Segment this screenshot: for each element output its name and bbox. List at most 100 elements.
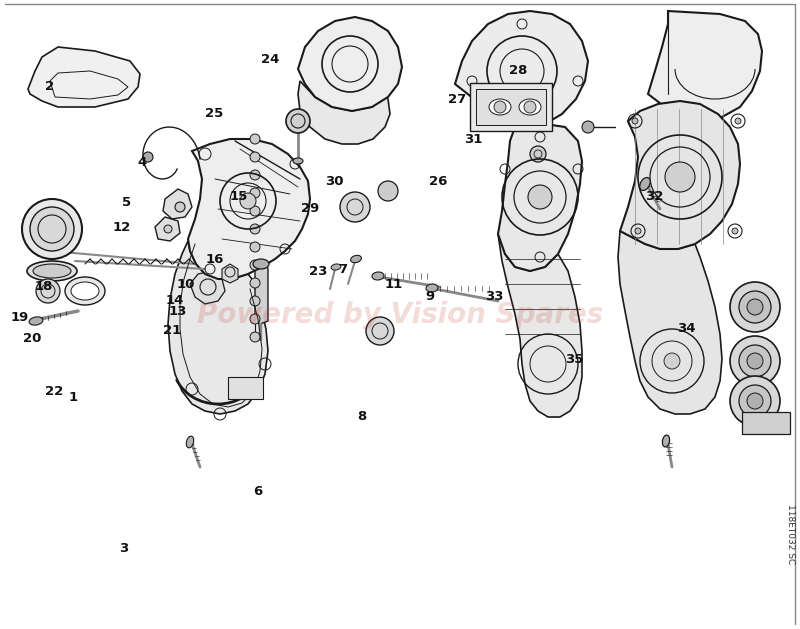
Circle shape xyxy=(378,181,398,201)
Circle shape xyxy=(739,345,771,377)
Circle shape xyxy=(632,118,638,124)
Ellipse shape xyxy=(640,177,650,191)
Text: 1: 1 xyxy=(69,391,78,404)
Ellipse shape xyxy=(426,284,438,292)
Circle shape xyxy=(250,242,260,252)
Text: 4: 4 xyxy=(138,156,147,169)
Polygon shape xyxy=(255,257,268,324)
Text: 13: 13 xyxy=(169,305,186,318)
Circle shape xyxy=(250,188,260,198)
Ellipse shape xyxy=(293,158,303,164)
Circle shape xyxy=(730,282,780,332)
Text: 26: 26 xyxy=(430,175,447,187)
Text: 8: 8 xyxy=(357,410,366,423)
Text: 2: 2 xyxy=(45,81,54,93)
Text: 6: 6 xyxy=(253,486,262,498)
Circle shape xyxy=(747,353,763,369)
Text: 33: 33 xyxy=(485,291,504,303)
Circle shape xyxy=(524,101,536,113)
Text: 28: 28 xyxy=(510,64,527,77)
Text: 5: 5 xyxy=(122,196,131,209)
Text: 29: 29 xyxy=(302,203,319,215)
Bar xyxy=(476,89,546,125)
Circle shape xyxy=(739,291,771,323)
Text: 3: 3 xyxy=(119,542,129,555)
Circle shape xyxy=(250,170,260,180)
Circle shape xyxy=(530,146,546,162)
Polygon shape xyxy=(155,217,180,241)
Text: 15: 15 xyxy=(230,190,247,203)
Circle shape xyxy=(250,152,260,162)
Ellipse shape xyxy=(331,264,341,270)
Circle shape xyxy=(286,109,310,133)
Circle shape xyxy=(143,152,153,162)
Polygon shape xyxy=(298,81,390,144)
Circle shape xyxy=(665,162,695,192)
Text: 35: 35 xyxy=(566,353,583,366)
Circle shape xyxy=(366,317,394,345)
Text: 12: 12 xyxy=(113,221,130,234)
Text: 27: 27 xyxy=(449,93,466,106)
Bar xyxy=(742,412,790,434)
Text: 16: 16 xyxy=(206,253,223,265)
Circle shape xyxy=(175,202,185,212)
Polygon shape xyxy=(168,241,268,414)
Circle shape xyxy=(250,314,260,324)
Circle shape xyxy=(528,185,552,209)
Text: 23: 23 xyxy=(310,265,327,278)
Circle shape xyxy=(250,206,260,216)
Circle shape xyxy=(582,121,594,133)
Polygon shape xyxy=(648,11,762,121)
Bar xyxy=(228,377,263,399)
Polygon shape xyxy=(620,101,740,249)
Ellipse shape xyxy=(186,436,194,448)
Ellipse shape xyxy=(519,99,541,115)
Text: 14: 14 xyxy=(166,294,183,307)
Circle shape xyxy=(164,225,172,233)
Text: 118ET032 SC: 118ET032 SC xyxy=(786,504,794,564)
Circle shape xyxy=(735,118,741,124)
Circle shape xyxy=(730,376,780,426)
Text: 19: 19 xyxy=(11,311,29,324)
Text: 22: 22 xyxy=(46,385,63,398)
Circle shape xyxy=(494,101,506,113)
Polygon shape xyxy=(28,47,140,107)
Bar xyxy=(470,83,552,131)
Polygon shape xyxy=(190,271,225,304)
Polygon shape xyxy=(498,124,582,271)
Text: 30: 30 xyxy=(325,175,344,187)
Circle shape xyxy=(732,228,738,234)
Circle shape xyxy=(747,393,763,409)
Ellipse shape xyxy=(65,277,105,305)
Polygon shape xyxy=(188,139,310,279)
Text: 18: 18 xyxy=(35,280,53,292)
Polygon shape xyxy=(498,234,582,417)
Ellipse shape xyxy=(27,261,77,281)
Text: 9: 9 xyxy=(426,291,435,303)
Text: 21: 21 xyxy=(163,324,181,337)
Ellipse shape xyxy=(350,255,362,263)
Polygon shape xyxy=(163,189,192,219)
Text: 24: 24 xyxy=(262,53,279,66)
Circle shape xyxy=(22,199,82,259)
Circle shape xyxy=(36,279,60,303)
Circle shape xyxy=(250,296,260,306)
Text: Powered by Vision Spares: Powered by Vision Spares xyxy=(197,301,603,329)
Circle shape xyxy=(30,207,74,251)
Circle shape xyxy=(250,278,260,288)
Circle shape xyxy=(635,228,641,234)
Ellipse shape xyxy=(33,264,71,278)
Ellipse shape xyxy=(372,272,384,280)
Text: 31: 31 xyxy=(465,133,482,146)
Circle shape xyxy=(250,260,260,270)
Circle shape xyxy=(240,193,256,209)
Ellipse shape xyxy=(253,259,269,269)
Text: 25: 25 xyxy=(206,107,223,120)
Circle shape xyxy=(250,224,260,234)
Ellipse shape xyxy=(489,99,511,115)
Text: 7: 7 xyxy=(338,263,347,276)
Circle shape xyxy=(730,336,780,386)
Circle shape xyxy=(250,134,260,144)
Text: 10: 10 xyxy=(177,278,194,291)
Text: 20: 20 xyxy=(23,332,41,345)
